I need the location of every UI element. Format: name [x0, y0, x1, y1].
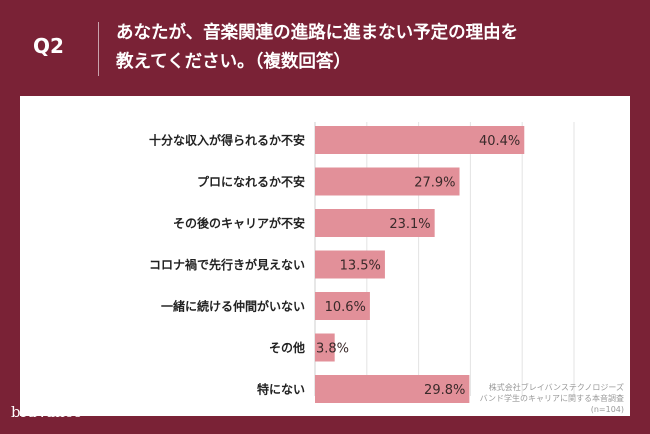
- title-line-1: あなたが、音楽関連の進路に進まない予定の理由を: [116, 23, 519, 43]
- category-label: その後のキャリアが不安: [173, 216, 305, 231]
- header-divider: [98, 22, 99, 76]
- source-note: 株式会社ブレイバンステクノロジーズ バンド学生のキャリアに関する本音調査 (n=…: [480, 382, 624, 415]
- bar: [315, 333, 335, 362]
- value-label: 40.4%: [479, 134, 520, 149]
- bar: [315, 126, 525, 154]
- category-label: 十分な収入が得られるか不安: [149, 133, 305, 148]
- category-label: コロナ禍で先行きが見えない: [149, 257, 305, 272]
- question-label: Q2: [33, 34, 64, 58]
- value-label: 13.5%: [340, 259, 381, 274]
- bravance-logo: braVance: [11, 403, 83, 421]
- source-line-1: 株式会社ブレイバンステクノロジーズ: [488, 383, 624, 392]
- value-label: 29.8%: [424, 383, 465, 398]
- title-line-2: 教えてください。（複数回答）: [116, 52, 351, 72]
- source-line-2: バンド学生のキャリアに関する本音調査: [479, 394, 624, 403]
- value-label: 23.1%: [389, 217, 430, 232]
- bar: [315, 375, 470, 403]
- bar: [315, 250, 385, 279]
- bar-chart: 十分な収入が得られるか不安 40.4% プロになれるか不安 27.9% その後のキャリア…: [149, 122, 575, 403]
- category-label: 特にない: [257, 382, 305, 397]
- bar: [315, 292, 370, 320]
- chart-panel: 十分な収入が得られるか不安 40.4% プロになれるか不安 27.9% その後のキャリア…: [20, 96, 630, 416]
- source-line-3: (n=104): [590, 405, 624, 414]
- category-label: その他: [269, 340, 305, 355]
- bar: [315, 167, 460, 196]
- category-label: 一緒に続ける仲間がいない: [161, 299, 305, 314]
- bar: [315, 209, 435, 237]
- chart-title: あなたが、音楽関連の進路に進まない予定の理由を 教えてください。（複数回答）: [116, 19, 636, 77]
- value-label: 10.6%: [325, 300, 366, 315]
- value-label: 27.9%: [414, 176, 455, 191]
- category-label: プロになれるか不安: [197, 174, 305, 189]
- value-label: 3.8%: [316, 342, 349, 357]
